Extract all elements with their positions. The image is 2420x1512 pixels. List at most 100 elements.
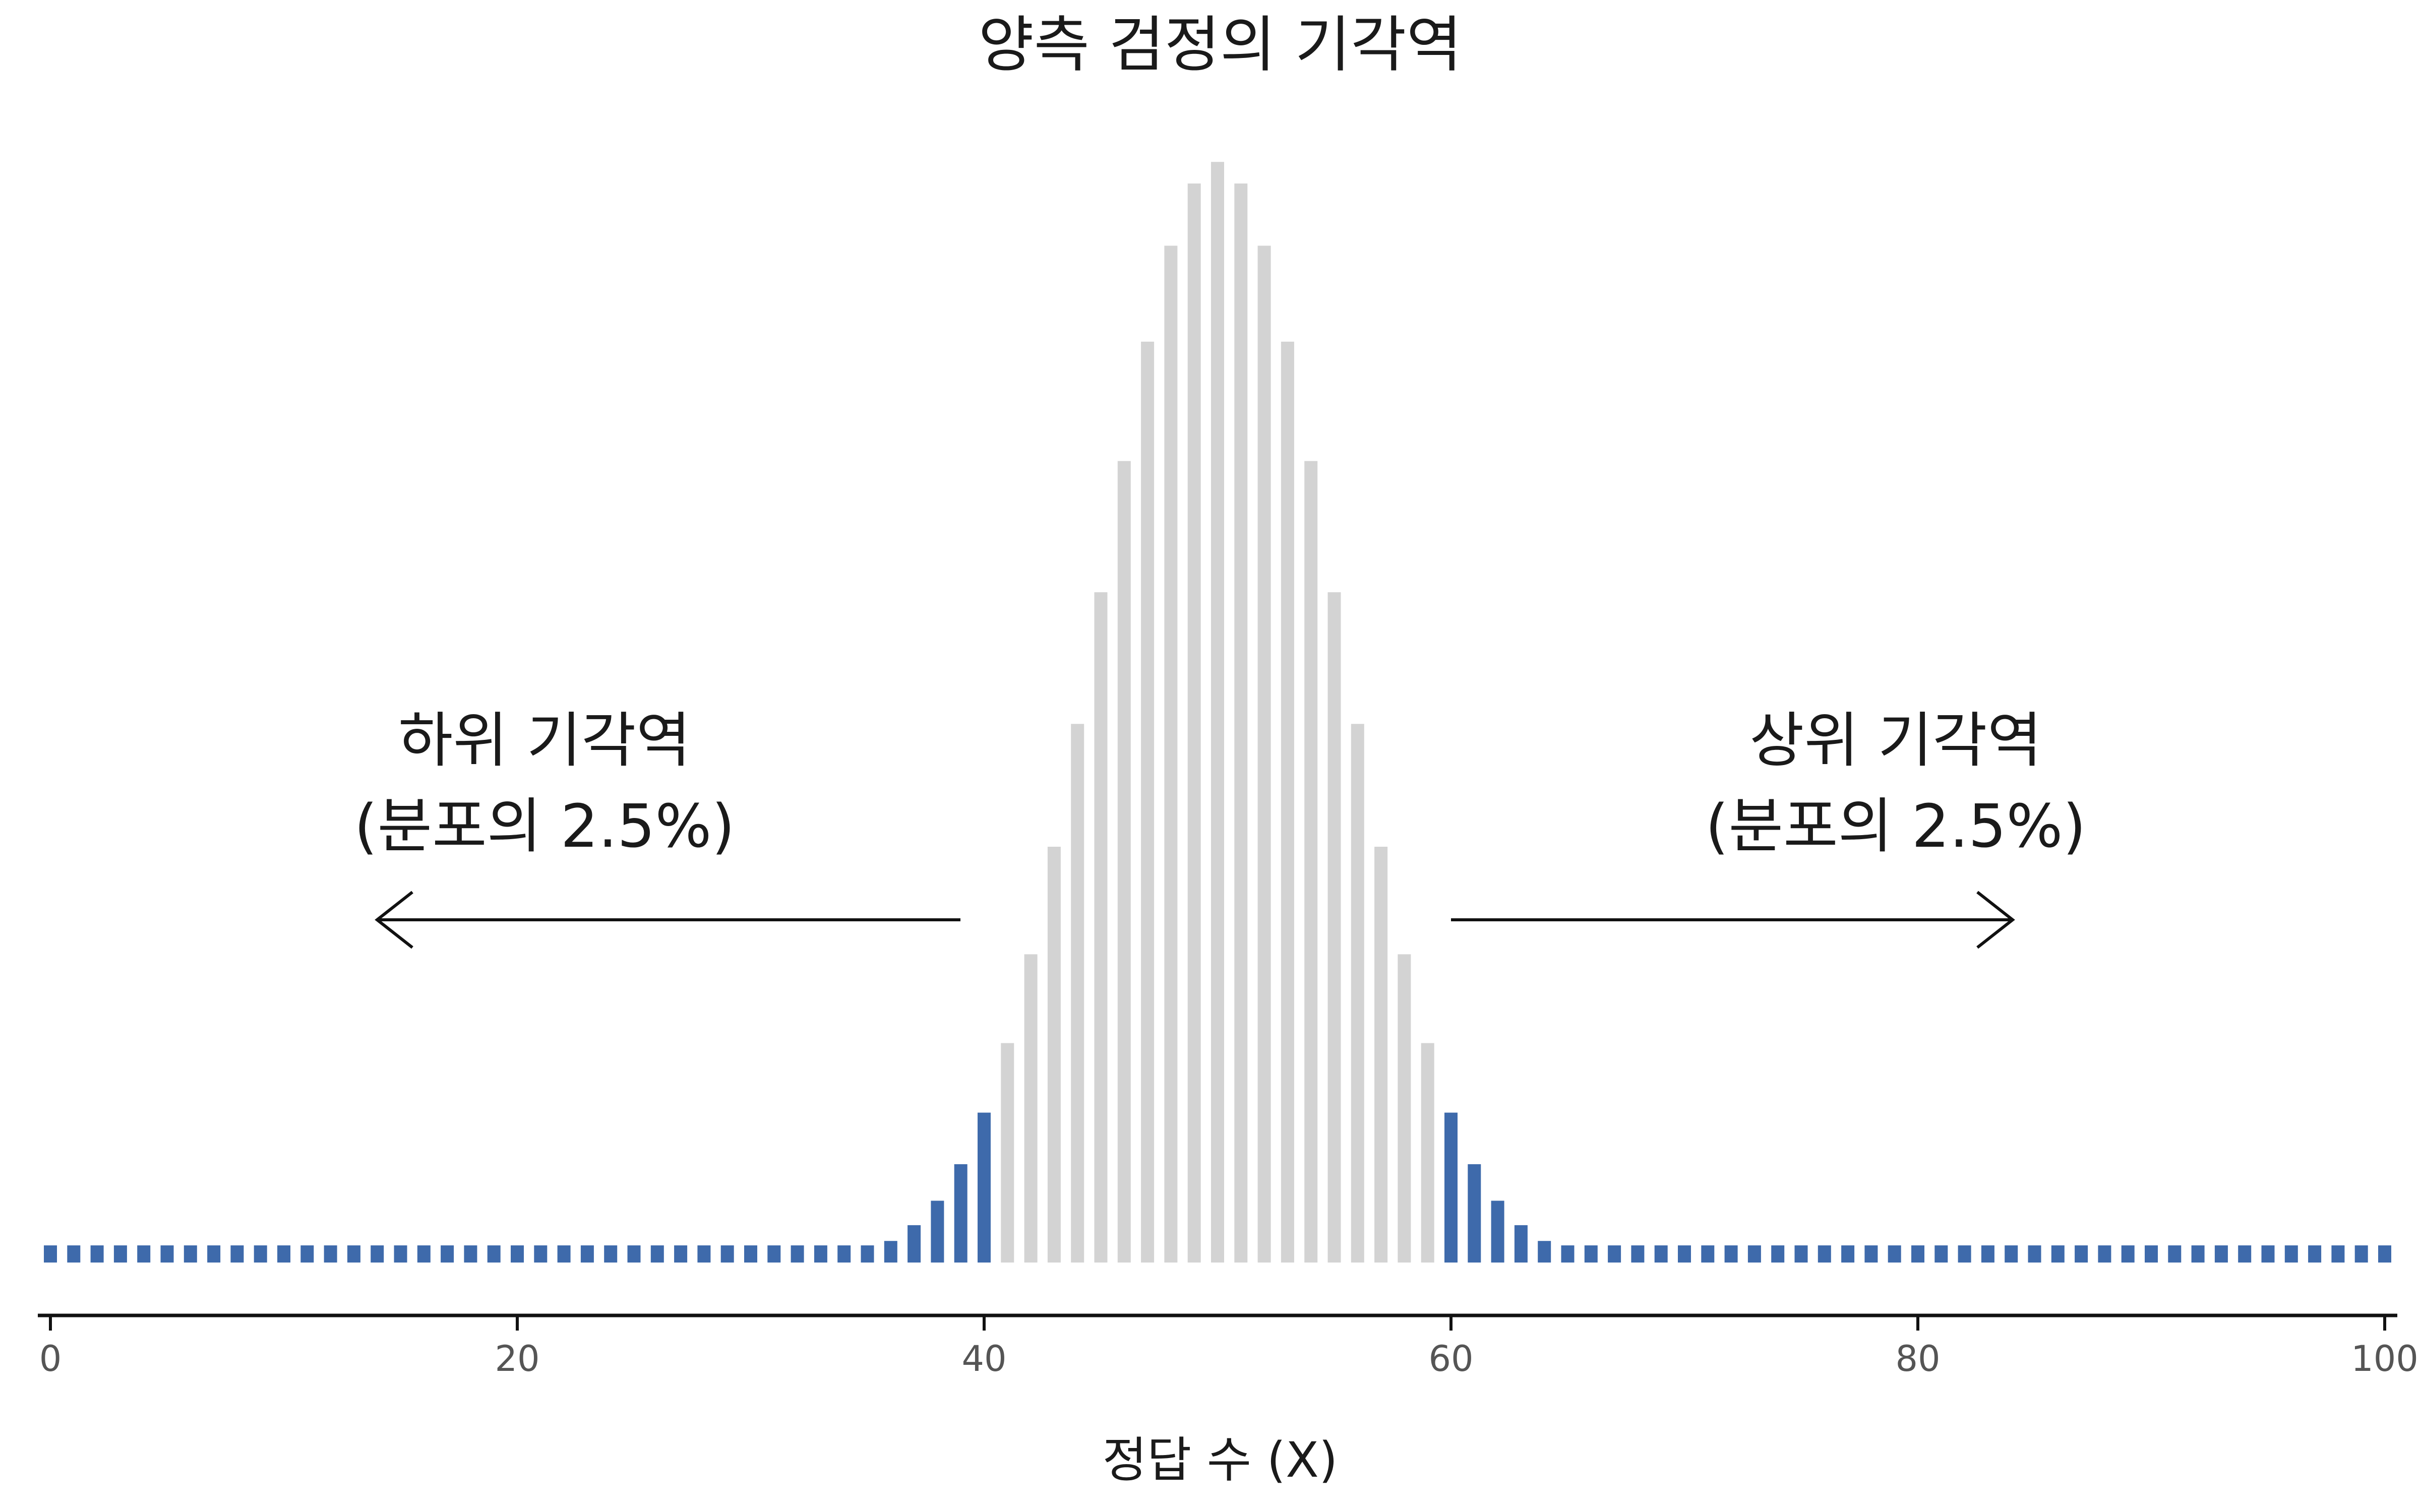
bar-x-82 xyxy=(1958,1245,1971,1263)
bar-x-5 xyxy=(160,1245,174,1263)
x-tick-label: 20 xyxy=(495,1338,539,1379)
bar-x-95 xyxy=(2261,1245,2275,1263)
bar-x-79 xyxy=(1888,1245,1901,1263)
bar-x-97 xyxy=(2308,1245,2322,1263)
bar-x-32 xyxy=(791,1245,804,1263)
bar-series xyxy=(44,162,2391,1263)
bar-x-9 xyxy=(254,1245,267,1263)
bar-x-85 xyxy=(2028,1245,2041,1263)
bar-x-34 xyxy=(837,1245,851,1263)
bar-x-12 xyxy=(324,1245,337,1263)
upper-arrow-head xyxy=(1976,891,2015,949)
bar-x-72 xyxy=(1724,1245,1738,1263)
bar-x-44 xyxy=(1071,724,1084,1263)
bar-x-45 xyxy=(1094,592,1108,1263)
bar-x-94 xyxy=(2238,1245,2252,1263)
bar-x-3 xyxy=(113,1245,127,1263)
bar-x-15 xyxy=(394,1245,407,1263)
bar-x-22 xyxy=(557,1245,571,1263)
bar-x-4 xyxy=(137,1245,151,1263)
upper-rejection-annotation: 상위 기각역 (분포의 2.5%) xyxy=(1451,706,2086,949)
bar-x-30 xyxy=(744,1245,757,1263)
bar-x-29 xyxy=(720,1245,734,1263)
bar-x-60 xyxy=(1444,1112,1458,1263)
x-tick-label: 60 xyxy=(1428,1338,1473,1379)
bar-x-99 xyxy=(2354,1245,2368,1263)
bar-x-53 xyxy=(1281,341,1294,1263)
bar-x-66 xyxy=(1584,1245,1598,1263)
bar-x-69 xyxy=(1654,1245,1668,1263)
bar-x-39 xyxy=(954,1164,967,1263)
bar-x-81 xyxy=(1934,1245,1948,1263)
bar-x-78 xyxy=(1864,1245,1878,1263)
bar-x-55 xyxy=(1327,592,1341,1263)
bar-x-64 xyxy=(1538,1241,1551,1263)
bar-x-40 xyxy=(978,1112,991,1263)
bar-x-16 xyxy=(417,1245,431,1263)
bar-x-7 xyxy=(207,1245,221,1263)
bar-x-100 xyxy=(2378,1245,2391,1263)
bar-x-52 xyxy=(1257,245,1271,1263)
bar-x-21 xyxy=(534,1245,548,1263)
x-tick-label: 0 xyxy=(39,1338,62,1379)
bar-x-35 xyxy=(861,1245,874,1263)
bar-x-46 xyxy=(1117,461,1131,1263)
bar-x-28 xyxy=(697,1245,711,1263)
x-tick-label: 80 xyxy=(1895,1338,1940,1379)
x-axis-ticks: 0 20 40 60 80 100 xyxy=(39,1315,2418,1379)
bar-x-13 xyxy=(347,1245,360,1263)
x-tick-label: 100 xyxy=(2351,1338,2418,1379)
bar-x-91 xyxy=(2168,1245,2182,1263)
bar-x-74 xyxy=(1771,1245,1785,1263)
bar-x-47 xyxy=(1141,341,1155,1263)
bar-x-68 xyxy=(1631,1245,1645,1263)
lower-annotation-line2: (분포의 2.5%) xyxy=(354,791,735,861)
bar-x-6 xyxy=(184,1245,197,1263)
bar-x-43 xyxy=(1047,847,1061,1263)
upper-annotation-line2: (분포의 2.5%) xyxy=(1705,791,2086,861)
bar-x-56 xyxy=(1351,724,1364,1263)
bar-x-96 xyxy=(2284,1245,2298,1263)
bar-x-42 xyxy=(1024,954,1038,1263)
bar-x-0 xyxy=(44,1245,57,1263)
bar-x-92 xyxy=(2191,1245,2205,1263)
bar-x-36 xyxy=(884,1241,897,1263)
bar-x-38 xyxy=(931,1201,944,1263)
bar-x-51 xyxy=(1234,183,1248,1263)
bar-x-84 xyxy=(2005,1245,2018,1263)
bar-x-20 xyxy=(511,1245,524,1263)
bar-x-57 xyxy=(1374,847,1388,1263)
bar-x-73 xyxy=(1747,1245,1761,1263)
bar-x-58 xyxy=(1398,954,1411,1263)
bar-x-10 xyxy=(277,1245,290,1263)
bar-x-8 xyxy=(230,1245,244,1263)
bar-x-80 xyxy=(1911,1245,1924,1263)
bar-x-50 xyxy=(1211,162,1224,1263)
bar-x-65 xyxy=(1561,1245,1575,1263)
bar-x-63 xyxy=(1514,1225,1528,1263)
bar-x-31 xyxy=(767,1245,781,1263)
bar-x-37 xyxy=(908,1225,921,1263)
bar-x-41 xyxy=(1001,1043,1014,1263)
bar-x-88 xyxy=(2098,1245,2111,1263)
bar-x-19 xyxy=(487,1245,501,1263)
bar-x-23 xyxy=(580,1245,594,1263)
bar-x-67 xyxy=(1608,1245,1621,1263)
bar-x-75 xyxy=(1794,1245,1808,1263)
bar-x-49 xyxy=(1187,183,1201,1263)
bar-x-89 xyxy=(2121,1245,2135,1263)
bar-x-1 xyxy=(67,1245,81,1263)
x-axis-label: 정답 수 (X) xyxy=(1103,1432,1338,1488)
bar-x-77 xyxy=(1841,1245,1855,1263)
bar-x-27 xyxy=(674,1245,688,1263)
bar-x-59 xyxy=(1421,1043,1434,1263)
bar-x-48 xyxy=(1164,245,1178,1263)
bar-x-24 xyxy=(604,1245,618,1263)
bar-x-93 xyxy=(2214,1245,2228,1263)
bar-x-98 xyxy=(2331,1245,2345,1263)
lower-annotation-line1: 하위 기각역 xyxy=(398,706,691,775)
bar-x-18 xyxy=(464,1245,477,1263)
bar-x-62 xyxy=(1491,1201,1504,1263)
bar-x-26 xyxy=(650,1245,664,1263)
